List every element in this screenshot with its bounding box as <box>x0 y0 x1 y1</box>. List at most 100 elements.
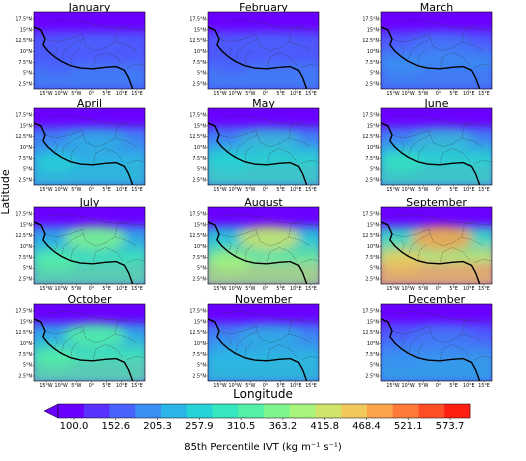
panel-title: July <box>79 196 100 209</box>
country-outlines <box>208 214 319 284</box>
lon-tick-label: 5°E <box>449 286 457 292</box>
lon-tick-label: 0° <box>263 187 268 193</box>
panel-frame <box>380 206 493 285</box>
lon-tick-label: 15°E <box>305 91 317 97</box>
lon-tick-label: 0° <box>89 187 94 193</box>
country-outlines <box>381 115 492 185</box>
panel-frame <box>33 206 146 285</box>
panel-frame <box>207 11 320 90</box>
lon-tick-label: 10°E <box>463 383 475 389</box>
lat-tick-label: 15°N <box>194 27 207 33</box>
lat-tick-label: 17.5°N <box>15 17 32 23</box>
lon-tick-label: 15°E <box>478 91 490 97</box>
lon-tick-label: 10°W <box>55 187 69 193</box>
lat-tick-label: 17.5°N <box>362 113 379 119</box>
y-axis-label: Latitude <box>0 169 12 215</box>
lat-tick-label: 5°N <box>197 266 206 272</box>
x-axis-label: Longitude <box>233 387 293 401</box>
month-panel: July 17.5°N 15°N 12.5°N 10°N 7.5°N 5°N 2.5°N 15°… <box>15 196 146 292</box>
lon-tick-label: 10°W <box>402 91 416 97</box>
lon-tick-label: 5°E <box>449 187 457 193</box>
country-outlines <box>34 311 145 381</box>
colorbar-tick-label: 100.0 <box>60 421 89 432</box>
ivt-field <box>208 12 319 89</box>
month-panel: March 17.5°N 15°N 12.5°N 10°N 7.5°N 5°N 2.5°N 15… <box>362 1 493 97</box>
lat-tick-label: 2.5°N <box>192 277 206 283</box>
month-panel: November 17.5°N 15°N 12.5°N 10°N 7.5°N 5°N 2.5°… <box>189 293 320 389</box>
lon-tick-label: 15°W <box>213 91 227 97</box>
lon-tick-label: 5°W <box>71 286 81 292</box>
lon-tick-label: 15°E <box>478 383 490 389</box>
lat-tick-label: 17.5°N <box>362 212 379 218</box>
lat-tick-label: 5°N <box>370 71 379 77</box>
lat-tick-label: 17.5°N <box>189 309 206 315</box>
colorbar-segment <box>289 404 316 418</box>
lon-tick-label: 0° <box>436 187 441 193</box>
ivt-gradient <box>34 225 145 284</box>
panel-frame <box>380 303 493 382</box>
lat-tick-label: 12.5°N <box>15 38 32 44</box>
panel-frame <box>33 11 146 90</box>
ivt-field <box>34 12 145 89</box>
lat-tick-label: 10°N <box>20 244 33 250</box>
lon-tick-label: 0° <box>436 286 441 292</box>
ivt-gradient <box>208 30 319 89</box>
lat-tick-label: 7.5°N <box>18 255 32 261</box>
colorbar-segment <box>367 404 394 418</box>
lon-tick-label: 5°E <box>102 286 110 292</box>
lon-tick-label: 0° <box>89 286 94 292</box>
panel-title: April <box>77 97 102 110</box>
colorbar-segment <box>186 404 213 418</box>
panel-title: November <box>235 293 293 306</box>
lon-tick-label: 10°W <box>55 286 69 292</box>
colorbar-segment <box>238 404 265 418</box>
lon-tick-label: 10°W <box>402 286 416 292</box>
lat-tick-label: 17.5°N <box>189 17 206 23</box>
lon-tick-label: 5°W <box>418 383 428 389</box>
colorbar-segment <box>444 404 471 418</box>
colorbar-tick-label: 205.3 <box>143 421 172 432</box>
lon-tick-label: 10°W <box>229 286 243 292</box>
lat-tick-label: 2.5°N <box>365 277 379 283</box>
lon-tick-label: 5°W <box>418 91 428 97</box>
lon-tick-label: 5°W <box>245 187 255 193</box>
lat-tick-label: 12.5°N <box>15 330 32 336</box>
panel-title: June <box>424 97 449 110</box>
lon-tick-label: 5°E <box>102 91 110 97</box>
lon-tick-label: 10°W <box>229 91 243 97</box>
lat-tick-label: 10°N <box>367 49 380 55</box>
lat-tick-label: 10°N <box>367 244 380 250</box>
panel-title: October <box>67 293 111 306</box>
panel-frame <box>380 107 493 186</box>
lat-tick-label: 10°N <box>367 145 380 151</box>
ivt-field <box>34 304 145 381</box>
lat-tick-label: 2.5°N <box>192 82 206 88</box>
lat-tick-label: 5°N <box>370 363 379 369</box>
lon-tick-label: 10°E <box>116 383 128 389</box>
ivt-field <box>208 108 319 185</box>
ivt-field <box>208 207 319 284</box>
lon-tick-label: 10°E <box>116 286 128 292</box>
panel-title: September <box>406 196 467 209</box>
lat-tick-label: 15°N <box>20 319 33 325</box>
lat-tick-label: 15°N <box>367 222 380 228</box>
lat-tick-label: 17.5°N <box>15 309 32 315</box>
lat-tick-label: 17.5°N <box>189 113 206 119</box>
lon-tick-label: 15°E <box>305 187 317 193</box>
lon-tick-label: 15°E <box>131 383 143 389</box>
lat-tick-label: 10°N <box>194 244 207 250</box>
lat-tick-label: 5°N <box>197 363 206 369</box>
lon-tick-label: 15°W <box>386 383 400 389</box>
month-panel: January 17.5°N 15°N 12.5°N 10°N 7.5°N 5°N 2.5°N… <box>15 1 146 97</box>
lat-tick-label: 7.5°N <box>365 60 379 66</box>
panel-title: December <box>408 293 466 306</box>
lon-tick-label: 15°W <box>386 286 400 292</box>
lon-tick-label: 10°E <box>290 383 302 389</box>
lat-tick-label: 15°N <box>194 319 207 325</box>
lon-tick-label: 0° <box>263 286 268 292</box>
lat-tick-label: 7.5°N <box>18 156 32 162</box>
lon-tick-label: 5°W <box>418 187 428 193</box>
lat-tick-label: 2.5°N <box>18 82 32 88</box>
lat-tick-label: 5°N <box>197 167 206 173</box>
